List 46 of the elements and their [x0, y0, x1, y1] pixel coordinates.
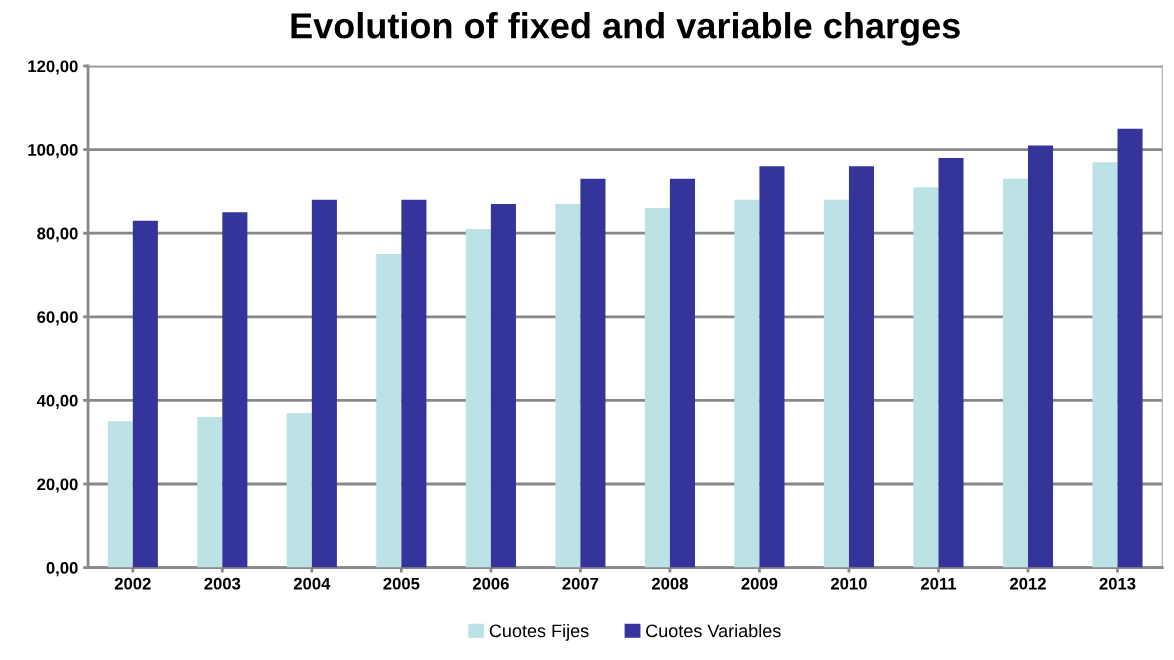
bar [465, 229, 491, 568]
bar [1002, 178, 1028, 568]
x-tick-label: 2006 [472, 577, 509, 590]
bar [823, 199, 849, 568]
x-tick-label: 2013 [1099, 577, 1136, 590]
bar [1117, 128, 1143, 568]
bar [580, 178, 606, 568]
bar [490, 203, 516, 568]
bar [848, 166, 875, 568]
x-tick-label: 2004 [293, 577, 331, 590]
bar [1092, 162, 1118, 568]
legend-label: Cuotes Variables [646, 623, 781, 638]
x-tick-label: 2002 [114, 577, 151, 590]
chart-title: Evolution of fixed and variable charges [291, 12, 960, 46]
x-tick-label: 2011 [920, 577, 957, 590]
bar [1027, 145, 1054, 568]
x-tick-label: 2008 [651, 577, 688, 590]
bar [107, 421, 133, 568]
y-tick-label: 40,00 [36, 394, 78, 410]
x-tick-label: 2003 [204, 577, 241, 590]
bar [311, 199, 337, 568]
bar [644, 208, 670, 568]
y-tick-label: 120,00 [28, 60, 78, 75]
bar [132, 220, 158, 568]
legend-label: Cuotes Fijes [489, 623, 589, 641]
bar [938, 157, 964, 568]
x-tick-label: 2005 [383, 577, 420, 590]
bar [555, 203, 581, 568]
bar [759, 166, 785, 568]
y-tick-label: 60,00 [37, 311, 78, 326]
x-tick-label: 2009 [741, 577, 778, 590]
x-tick-label: 2010 [830, 577, 867, 590]
bar [376, 254, 402, 568]
x-tick-label: 2012 [1010, 577, 1046, 590]
bar [401, 199, 427, 568]
y-tick-label: 80,00 [37, 227, 78, 242]
bar [286, 412, 312, 568]
bar [222, 212, 248, 568]
bar [734, 199, 760, 568]
bar [913, 187, 939, 568]
y-tick-label: 0,00 [46, 562, 78, 577]
bar [197, 417, 223, 568]
x-tick-label: 2007 [562, 577, 599, 590]
bar [669, 178, 695, 568]
y-tick-label: 100,00 [28, 144, 78, 159]
y-tick-label: 20,00 [37, 478, 78, 493]
